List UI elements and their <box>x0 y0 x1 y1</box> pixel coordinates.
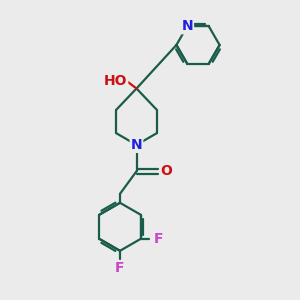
Text: N: N <box>182 19 193 33</box>
Text: F: F <box>115 261 125 275</box>
Text: F: F <box>153 232 163 246</box>
Text: N: N <box>131 138 142 152</box>
Text: HO: HO <box>104 74 127 88</box>
Text: O: O <box>160 164 172 178</box>
